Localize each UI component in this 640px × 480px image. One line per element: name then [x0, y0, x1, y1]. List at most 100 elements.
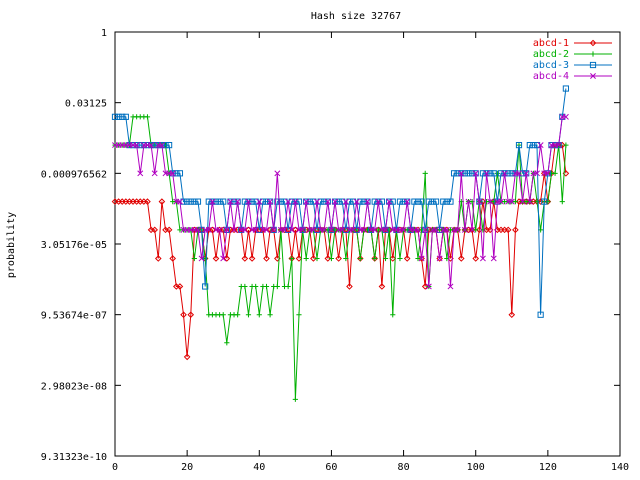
- data-point: [512, 199, 518, 205]
- data-point: [259, 198, 266, 205]
- data-point: [562, 85, 569, 92]
- data-point: [248, 198, 256, 205]
- data-point: [443, 198, 450, 205]
- data-point: [447, 198, 454, 205]
- data-point: [357, 198, 364, 205]
- data-point: [483, 170, 490, 177]
- data-point: [234, 198, 241, 205]
- data-point: [562, 113, 569, 120]
- data-point: [324, 255, 332, 262]
- data-point: [515, 141, 523, 149]
- data-point: [241, 198, 248, 205]
- data-point: [270, 226, 277, 233]
- legend-label: abcd-2: [533, 49, 569, 60]
- data-point: [537, 198, 544, 205]
- data-point: [479, 198, 487, 205]
- data-point: [364, 198, 371, 205]
- data-point: [339, 226, 346, 233]
- data-point: [158, 142, 165, 149]
- data-point: [317, 198, 324, 205]
- data-point: [241, 255, 249, 262]
- data-point: [180, 311, 187, 319]
- data-point: [119, 113, 126, 120]
- data-point: [457, 255, 465, 262]
- data-point: [342, 198, 349, 205]
- data-point: [339, 198, 346, 205]
- series-layer: [111, 85, 570, 402]
- data-point: [404, 198, 411, 205]
- x-tick-label: 80: [398, 462, 410, 473]
- data-point: [454, 170, 461, 177]
- data-point: [494, 170, 500, 176]
- data-point: [219, 226, 227, 234]
- x-tick-label: 100: [467, 462, 485, 473]
- data-point: [346, 198, 353, 205]
- data-point: [559, 199, 565, 205]
- data-point: [390, 312, 396, 318]
- data-point: [299, 226, 306, 233]
- data-point: [151, 226, 158, 234]
- data-point: [469, 170, 476, 177]
- data-point: [491, 199, 497, 205]
- data-point: [263, 198, 270, 205]
- data-point: [325, 227, 331, 233]
- data-point: [497, 170, 505, 177]
- data-point: [158, 198, 166, 205]
- data-point: [468, 226, 476, 234]
- data-point: [241, 226, 248, 233]
- data-point: [429, 198, 436, 205]
- data-point: [403, 255, 411, 262]
- data-point: [321, 226, 328, 233]
- data-point: [534, 170, 540, 177]
- data-point: [328, 226, 335, 233]
- data-point: [205, 198, 212, 205]
- data-point: [274, 283, 280, 290]
- data-point: [292, 198, 299, 205]
- data-point: [166, 141, 173, 149]
- data-point: [245, 198, 252, 205]
- data-point: [432, 198, 440, 205]
- data-point: [537, 311, 544, 318]
- data-point: [516, 170, 522, 177]
- data-point: [418, 255, 425, 262]
- data-point: [176, 170, 184, 177]
- data-point: [479, 170, 487, 177]
- data-point: [541, 198, 548, 205]
- data-point: [425, 283, 432, 290]
- data-point: [371, 198, 378, 205]
- data-point: [220, 198, 227, 205]
- data-point: [436, 255, 443, 262]
- data-point: [537, 142, 544, 149]
- data-point: [378, 198, 386, 205]
- data-point: [191, 198, 198, 205]
- data-point: [165, 226, 173, 234]
- data-point: [371, 226, 378, 233]
- data-point: [389, 255, 397, 262]
- data-point: [310, 226, 317, 233]
- data-point: [396, 198, 404, 205]
- axis-ticks: 0 20 40 60 80 100 120 140 1 0.03125 0.000976562 3.0…: [41, 28, 629, 473]
- data-point: [256, 312, 262, 318]
- data-point: [256, 226, 263, 233]
- data-point: [285, 226, 292, 233]
- data-point: [382, 255, 389, 262]
- data-point: [335, 198, 342, 205]
- legend-marker: [590, 51, 596, 57]
- data-point: [144, 198, 151, 205]
- y-tick-label: 1: [101, 28, 107, 39]
- data-point: [498, 198, 504, 205]
- data-point: [328, 255, 335, 262]
- x-tick-label: 0: [112, 462, 118, 473]
- y-tick-label: 2.98023e-08: [41, 381, 107, 392]
- data-point: [544, 170, 551, 177]
- data-point: [555, 142, 562, 149]
- data-point: [501, 170, 508, 177]
- data-point: [281, 226, 288, 233]
- data-point: [224, 340, 230, 346]
- data-point: [245, 226, 252, 234]
- y-tick-label: 3.05176e-05: [41, 240, 107, 251]
- data-point: [321, 198, 328, 205]
- data-point: [400, 226, 407, 233]
- data-point: [212, 198, 220, 205]
